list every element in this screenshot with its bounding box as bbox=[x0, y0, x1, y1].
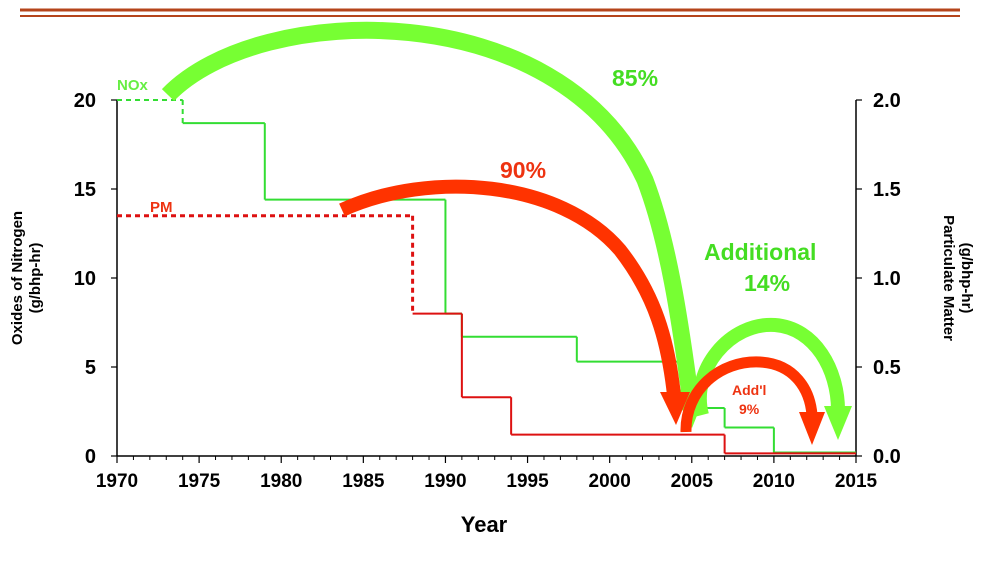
pm-addl-arrowhead bbox=[799, 412, 825, 445]
nox-additional-arrowhead bbox=[824, 406, 852, 440]
nox-additional-arrow bbox=[692, 317, 845, 417]
pm-series-dashed bbox=[117, 214, 415, 314]
nox-series-label: NOx bbox=[117, 77, 149, 94]
pm-addl-pct-label: 9% bbox=[739, 401, 760, 417]
right-y-axis-ticks: 0.0 0.5 1.0 1.5 2.0 bbox=[856, 90, 901, 468]
annotation-arrows bbox=[161, 21, 852, 445]
left-y-tick-label: 5 bbox=[85, 357, 96, 379]
x-axis-ticks: 1970 1975 1980 1985 1990 1995 2000 2005 2010 2015 bbox=[96, 456, 878, 492]
x-tick-label: 1975 bbox=[178, 471, 221, 492]
right-y-tick-label: 0.5 bbox=[873, 357, 901, 379]
pm-90-arrowhead bbox=[660, 392, 690, 425]
x-tick-label: 1990 bbox=[424, 471, 466, 492]
x-tick-label: 1995 bbox=[506, 471, 549, 492]
pm-90-label: 90% bbox=[500, 157, 546, 183]
x-axis-title: Year bbox=[461, 512, 508, 537]
left-y-axis-ticks: 0 5 10 15 20 bbox=[74, 90, 117, 468]
pm-series-label: PM bbox=[150, 199, 173, 216]
left-y-tick-label: 10 bbox=[74, 268, 96, 290]
left-y-tick-label: 15 bbox=[74, 179, 96, 201]
nox-85-label: 85% bbox=[612, 65, 658, 91]
series-layer bbox=[117, 99, 856, 455]
nox-85-arrow bbox=[161, 21, 699, 397]
nox-additional-pct-label: 14% bbox=[744, 270, 790, 296]
right-y-tick-label: 2.0 bbox=[873, 90, 901, 112]
right-axis-title-line1: Particulate Matter bbox=[940, 215, 957, 341]
nox-series-dashed bbox=[117, 99, 184, 124]
pm-addl-label: Add'l bbox=[732, 382, 766, 398]
x-tick-label: 1985 bbox=[342, 471, 385, 492]
x-tick-label: 2015 bbox=[835, 471, 878, 492]
pm-addl-arrow bbox=[680, 356, 818, 433]
x-tick-label: 2005 bbox=[671, 471, 714, 492]
x-tick-label: 1970 bbox=[96, 471, 138, 492]
right-y-tick-label: 1.0 bbox=[873, 268, 901, 290]
header-rule bbox=[20, 8, 960, 17]
left-y-tick-label: 20 bbox=[74, 90, 96, 112]
right-axis-title-line2: (g/bhp-hr) bbox=[958, 243, 975, 314]
pm-90-arrow bbox=[339, 179, 681, 396]
nox-additional-label: Additional bbox=[704, 239, 816, 265]
right-y-tick-label: 1.5 bbox=[873, 179, 901, 201]
pm-series-line bbox=[412, 312, 856, 455]
left-axis-title-line1: Oxides of Nitrogen bbox=[9, 211, 26, 345]
right-y-tick-label: 0.0 bbox=[873, 446, 901, 468]
x-tick-label: 2000 bbox=[589, 471, 631, 492]
left-axis-title-line2: (g/bhp-hr) bbox=[27, 243, 44, 314]
x-tick-label: 1980 bbox=[260, 471, 302, 492]
left-y-tick-label: 0 bbox=[85, 446, 96, 468]
x-tick-label: 2010 bbox=[753, 471, 795, 492]
